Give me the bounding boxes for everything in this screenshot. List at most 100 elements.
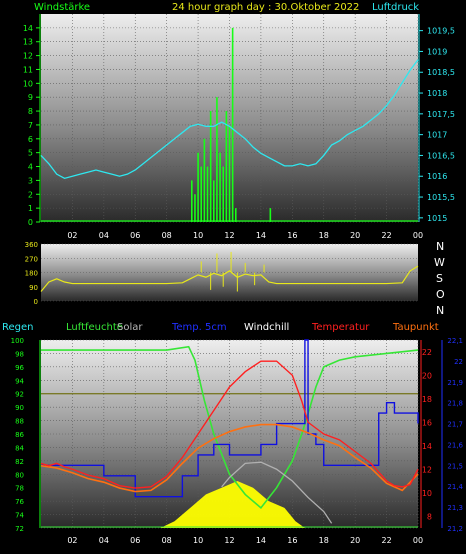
solar-area (160, 481, 305, 528)
legend-humidity: Luftfeuchte (66, 322, 123, 333)
soil-tick-label: 21,5 (447, 462, 463, 470)
left-tick-label: 9 (28, 93, 33, 102)
direction-tick-label: 180 (25, 270, 38, 278)
x-tick-label-top: 20 (350, 231, 360, 240)
chart-title: 24 hour graph day : 30.Oktober 2022 (172, 2, 359, 13)
left-tick-label: 1 (28, 204, 33, 213)
x-tick-label-top: 02 (67, 231, 77, 240)
direction-label-w: W (434, 256, 445, 269)
direction-label-o: O (436, 288, 445, 301)
left-tick-label: 8 (28, 107, 33, 116)
x-tick-label-top: 04 (99, 231, 109, 240)
x-tick-label-bottom: 00 (413, 536, 423, 545)
humidity-line (41, 345, 419, 510)
humidity-tick-label: 80 (15, 471, 24, 479)
x-tick-label-bottom: 10 (193, 536, 203, 545)
x-tick-label-bottom: 02 (67, 536, 77, 545)
x-tick-label-bottom: 04 (99, 536, 109, 545)
x-tick-label-bottom: 22 (381, 536, 391, 545)
legend-temperature: Temperatur (311, 322, 370, 333)
x-tick-label-bottom: 12 (224, 536, 234, 545)
humidity-tick-label: 74 (15, 512, 24, 520)
humidity-tick-label: 100 (11, 337, 24, 345)
humidity-tick-label: 92 (15, 391, 24, 399)
humidity-tick-label: 96 (15, 364, 24, 372)
left-axis-title: Windstärke (34, 2, 90, 13)
x-tick-label-bottom: 20 (350, 536, 360, 545)
right-tick-label: 1017 (427, 131, 447, 140)
x-tick-label-top: 12 (224, 231, 234, 240)
left-tick-label: 4 (28, 163, 33, 172)
legend-dewpoint: Taupunkt (392, 322, 439, 333)
right-tick-label: 1019 (427, 47, 447, 56)
temp-tick-label: 12 (422, 465, 432, 474)
x-tick-label-bottom: 18 (319, 536, 329, 545)
legend-windchill: Windchill (244, 322, 289, 333)
left-tick-label: 7 (28, 121, 33, 130)
right-tick-label: 1015 (427, 214, 447, 223)
soil-tick-label: 21,3 (447, 504, 463, 512)
left-tick-label: 12 (23, 52, 33, 61)
x-tick-label-top: 22 (381, 231, 391, 240)
right-tick-label: 1016 (427, 172, 447, 181)
x-tick-label-top: 14 (256, 231, 266, 240)
humidity-tick-label: 86 (15, 431, 24, 439)
humidity-tick-label: 88 (15, 418, 24, 426)
x-tick-label-bottom: 06 (130, 536, 140, 545)
soil-tick-label: 21,9 (447, 379, 463, 387)
right-tick-label: 1017,5 (427, 110, 455, 119)
humidity-tick-label: 84 (15, 444, 24, 452)
data-marks (40, 27, 419, 528)
left-tick-label: 11 (23, 65, 33, 74)
left-tick-label: 2 (28, 190, 33, 199)
temperature-line (40, 360, 419, 489)
soil-tick-label: 22 (454, 358, 463, 366)
x-tick-label-top: 18 (319, 231, 329, 240)
x-tick-label-top: 10 (193, 231, 203, 240)
humidity-tick-label: 76 (15, 498, 24, 506)
left-tick-label: 13 (23, 38, 33, 47)
axis-labels: 0123456789101112131410151015,510161016,5… (11, 14, 464, 545)
soil-tick-label: 21,6 (447, 441, 463, 449)
right-axis-title: Luftdruck (372, 2, 419, 13)
left-tick-label: 10 (23, 79, 33, 88)
dewpoint-line (40, 423, 419, 493)
temp-tick-label: 8 (427, 512, 432, 521)
x-tick-label-bottom: 16 (287, 536, 297, 545)
direction-label-n2: N (436, 304, 444, 317)
direction-tick-label: 90 (29, 284, 38, 292)
direction-tick-label: 0 (34, 298, 38, 306)
left-tick-label: 14 (23, 24, 33, 33)
legend-solar: Solar (117, 322, 143, 333)
temp-tick-label: 14 (422, 442, 432, 451)
humidity-tick-label: 82 (15, 458, 24, 466)
soil-tick-label: 21,2 (447, 525, 463, 533)
humidity-tick-label: 72 (15, 525, 24, 533)
direction-tick-label: 360 (25, 241, 38, 249)
x-tick-label-top: 00 (413, 231, 423, 240)
right-tick-label: 1016,5 (427, 151, 455, 160)
soil-tick-label: 21,8 (447, 400, 463, 408)
humidity-tick-label: 98 (15, 350, 24, 358)
right-tick-label: 1019,5 (427, 27, 455, 36)
soil-temp-line (41, 339, 419, 498)
legend-rain: Regen (2, 322, 34, 333)
left-tick-label: 3 (28, 176, 33, 185)
direction-tick-label: 270 (25, 255, 38, 263)
x-tick-label-bottom: 14 (256, 536, 266, 545)
temp-tick-label: 10 (422, 489, 432, 498)
windchill-line (221, 461, 333, 524)
temp-tick-label: 18 (422, 395, 432, 404)
direction-label-n1: N (436, 240, 444, 253)
temp-tick-label: 22 (422, 348, 432, 357)
direction-panel (41, 244, 418, 301)
legend-soil-temp: Temp. 5cm (171, 322, 227, 333)
x-tick-label-bottom: 08 (162, 536, 172, 545)
humidity-tick-label: 90 (15, 404, 24, 412)
temp-tick-label: 20 (422, 371, 432, 380)
right-tick-label: 1015,5 (427, 193, 455, 202)
right-tick-label: 1018,5 (427, 68, 455, 77)
soil-tick-label: 21,4 (447, 483, 463, 491)
soil-tick-label: 21,7 (447, 421, 463, 429)
